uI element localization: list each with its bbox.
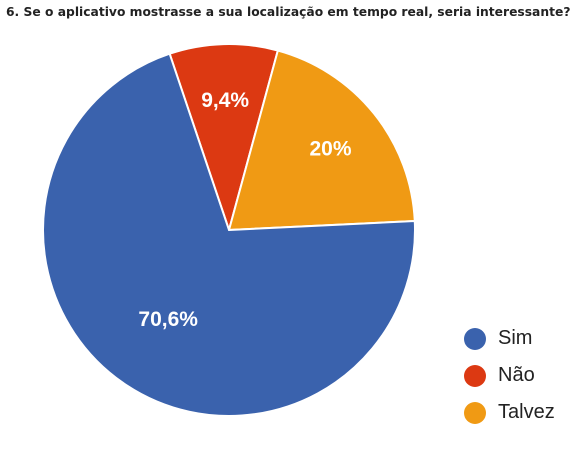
legend-label-sim: Sim [498, 327, 533, 349]
legend-item-sim[interactable]: Sim [464, 320, 555, 357]
slice-label-talvez: 20% [309, 137, 351, 160]
legend: Sim Não Talvez [464, 320, 555, 431]
chart-title: 6. Se o aplicativo mostrasse a sua local… [6, 5, 571, 19]
pie-slice-sim[interactable] [42, 52, 416, 417]
legend-label-talvez: Talvez [498, 401, 555, 423]
legend-item-nao[interactable]: Não [464, 357, 555, 394]
slice-label-sim: 70,6% [138, 308, 198, 331]
legend-item-talvez[interactable]: Talvez [464, 394, 555, 431]
legend-swatch-sim [464, 327, 486, 350]
pie-slice-talvez[interactable] [227, 49, 416, 232]
pie-slice-nao[interactable] [168, 43, 280, 234]
legend-swatch-talvez [464, 401, 486, 424]
legend-label-nao: Não [498, 364, 535, 386]
legend-swatch-nao [464, 364, 486, 387]
slice-label-nao: 9,4% [201, 89, 249, 112]
